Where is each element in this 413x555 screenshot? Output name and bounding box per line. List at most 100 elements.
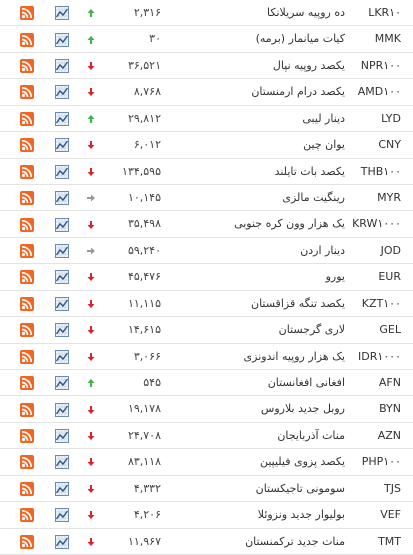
chart-icon[interactable] [55, 402, 69, 417]
currency-code: CNY [378, 138, 401, 152]
rate-value: ۳۶,۵۲۱ [127, 58, 161, 72]
rss-icon[interactable] [20, 32, 34, 47]
currency-code: EUR [378, 270, 401, 284]
chart-icon[interactable] [55, 32, 69, 47]
currency-name: افغانی افغانستان [267, 376, 345, 389]
rate-value: ۱۴,۶۱۵ [127, 323, 161, 337]
rss-icon[interactable] [20, 6, 34, 21]
rss-icon[interactable] [20, 376, 34, 391]
rss-icon[interactable] [20, 296, 34, 311]
rate-row: MMK کیات میانمار (برمه) ۳۰ [0, 26, 413, 53]
chart-icon[interactable] [55, 191, 69, 206]
chart-icon[interactable] [55, 270, 69, 285]
currency-name: یک هزار وون کره جنوبی [234, 217, 345, 231]
currency-code: TMT [378, 534, 401, 548]
rate-value: ۵۴۵ [143, 376, 161, 389]
rate-value: ۱۱,۱۱۵ [127, 296, 161, 310]
rate-row: EUR یورو ۴۵,۴۷۶ [0, 264, 413, 291]
currency-name: منات آذربایجان [277, 428, 345, 442]
chart-icon[interactable] [55, 138, 69, 153]
currency-code: AZN [377, 428, 401, 442]
rate-value: ۴۵,۴۷۶ [127, 270, 161, 284]
rate-value: ۴,۳۳۲ [133, 481, 161, 495]
currency-name: ده روپیه سریلانکا [267, 6, 345, 19]
currency-code: VEF [380, 508, 401, 522]
rate-row: VEF بولیوار جدید ونزوئلا ۴,۲۰۶ [0, 502, 413, 529]
rate-row: KZT۱۰۰ یکصد تنگه قزاقستان ۱۱,۱۱۵ [0, 291, 413, 318]
rss-icon[interactable] [20, 59, 34, 74]
rss-icon[interactable] [20, 217, 34, 232]
chart-icon[interactable] [55, 376, 69, 391]
rss-icon[interactable] [20, 244, 34, 259]
currency-name: منات جدید ترکمنستان [245, 534, 345, 548]
trend-arrow [87, 326, 95, 335]
rss-icon[interactable] [20, 429, 34, 444]
trend-arrow [87, 299, 95, 308]
chart-icon[interactable] [55, 508, 69, 523]
rate-value: ۲۹,۸۱۲ [127, 111, 161, 125]
currency-code: LYD [381, 111, 401, 125]
rate-value: ۱۳۴,۵۹۵ [122, 164, 161, 178]
rss-icon[interactable] [20, 85, 34, 100]
chart-icon[interactable] [55, 481, 69, 496]
currency-name: کیات میانمار (برمه) [255, 32, 345, 46]
currency-code: AMD۱۰۰ [357, 85, 401, 99]
chart-icon[interactable] [55, 455, 69, 470]
rss-icon[interactable] [20, 481, 34, 496]
trend-arrow [87, 537, 95, 546]
trend-arrow [87, 194, 95, 202]
chart-icon[interactable] [55, 296, 69, 311]
chart-icon[interactable] [55, 323, 69, 338]
chart-icon[interactable] [55, 164, 69, 179]
rss-icon[interactable] [20, 534, 34, 549]
currency-code: NPR۱۰۰ [360, 58, 401, 72]
rate-row: JOD دینار اردن ۵۹,۲۴۰ [0, 238, 413, 265]
rate-row: PHP۱۰۰ یکصد پزوی فیلیپین ۸۳,۱۱۸ [0, 449, 413, 476]
rss-icon[interactable] [20, 138, 34, 153]
chart-icon[interactable] [55, 85, 69, 100]
rate-row: THB۱۰۰ یکصد بات تایلند ۱۳۴,۵۹۵ [0, 159, 413, 185]
rss-icon[interactable] [20, 191, 34, 206]
chart-icon[interactable] [55, 217, 69, 232]
currency-code: KZT۱۰۰ [361, 296, 401, 310]
rss-icon[interactable] [20, 455, 34, 470]
currency-name: یکصد روپیه نپال [272, 58, 345, 72]
rate-value: ۳۵,۴۹۸ [127, 217, 161, 231]
currency-code: PHP۱۰۰ [361, 455, 401, 469]
chart-icon[interactable] [55, 429, 69, 444]
currency-name: رینگیت مالزی [282, 191, 345, 204]
rss-icon[interactable] [20, 402, 34, 417]
rss-icon[interactable] [20, 270, 34, 285]
chart-icon[interactable] [55, 349, 69, 364]
currency-code: MYR [377, 191, 401, 204]
rate-value: ۱۹,۱۷۸ [127, 402, 161, 416]
rate-row: GEL لاری گرجستان ۱۴,۶۱۵ [0, 317, 413, 344]
rate-row: CNY یوان چین ۶,۰۱۲ [0, 132, 413, 159]
chart-icon[interactable] [55, 111, 69, 126]
rss-icon[interactable] [20, 508, 34, 523]
trend-arrow [87, 273, 95, 282]
rate-value: ۳۰ [149, 32, 161, 46]
chart-icon[interactable] [55, 534, 69, 549]
trend-arrow [87, 379, 95, 388]
trend-arrow [87, 114, 95, 123]
currency-name: یوان چین [303, 138, 345, 152]
trend-arrow [87, 405, 95, 414]
rss-icon[interactable] [20, 323, 34, 338]
chart-icon[interactable] [55, 59, 69, 74]
rss-icon[interactable] [20, 111, 34, 126]
chart-icon[interactable] [55, 244, 69, 259]
trend-arrow [87, 247, 95, 255]
rate-value: ۳,۰۶۶ [133, 349, 161, 363]
trend-arrow [87, 484, 95, 493]
rate-row: LKR۱۰ ده روپیه سریلانکا ۲,۳۱۶ [0, 0, 413, 27]
rss-icon[interactable] [20, 349, 34, 364]
rate-value: ۲۴,۷۰۸ [127, 428, 161, 442]
currency-name: یکصد پزوی فیلیپین [259, 455, 345, 469]
currency-code: AFN [378, 376, 401, 389]
rate-value: ۶,۰۱۲ [133, 138, 161, 152]
rss-icon[interactable] [20, 164, 34, 179]
currency-name: یکصد تنگه قزاقستان [251, 296, 345, 310]
chart-icon[interactable] [55, 6, 69, 21]
